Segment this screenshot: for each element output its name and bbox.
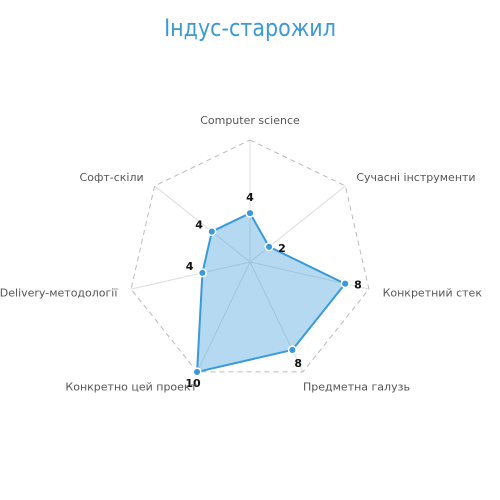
data-point bbox=[192, 367, 202, 377]
value-label: 8 bbox=[354, 279, 362, 292]
axis-label: Конкретний стек bbox=[383, 286, 483, 299]
radar-labels: 4 2 8 8 10 4 4 Computer science Сучасні інструме… bbox=[0, 114, 482, 394]
grid-spoke bbox=[130, 261, 251, 290]
data-point bbox=[207, 227, 217, 237]
value-label: 4 bbox=[246, 191, 254, 204]
value-label: 10 bbox=[185, 377, 201, 390]
value-label: 4 bbox=[186, 260, 194, 273]
data-point bbox=[340, 279, 350, 289]
value-label: 2 bbox=[278, 242, 286, 255]
data-point bbox=[197, 268, 207, 278]
series-area bbox=[196, 212, 347, 373]
axis-label: Delivery-методології bbox=[0, 286, 118, 299]
value-label: 8 bbox=[294, 357, 302, 370]
axis-label: Софт-скіли bbox=[80, 171, 144, 184]
data-point bbox=[287, 345, 297, 355]
value-label: 4 bbox=[195, 219, 203, 232]
radar-series bbox=[192, 208, 350, 377]
chart-title: Індус-старожил bbox=[164, 14, 336, 42]
grid-spoke bbox=[196, 261, 251, 373]
axis-label: Предметна галузь bbox=[303, 381, 410, 394]
axis-label: Сучасні інструменти bbox=[356, 171, 475, 184]
data-point bbox=[245, 208, 255, 218]
axis-label: Computer science bbox=[200, 114, 300, 127]
grid-spoke bbox=[154, 185, 251, 263]
data-point bbox=[264, 242, 274, 252]
axis-label: Конкретно цей проект bbox=[65, 381, 197, 394]
grid-outer-ring bbox=[130, 139, 370, 373]
